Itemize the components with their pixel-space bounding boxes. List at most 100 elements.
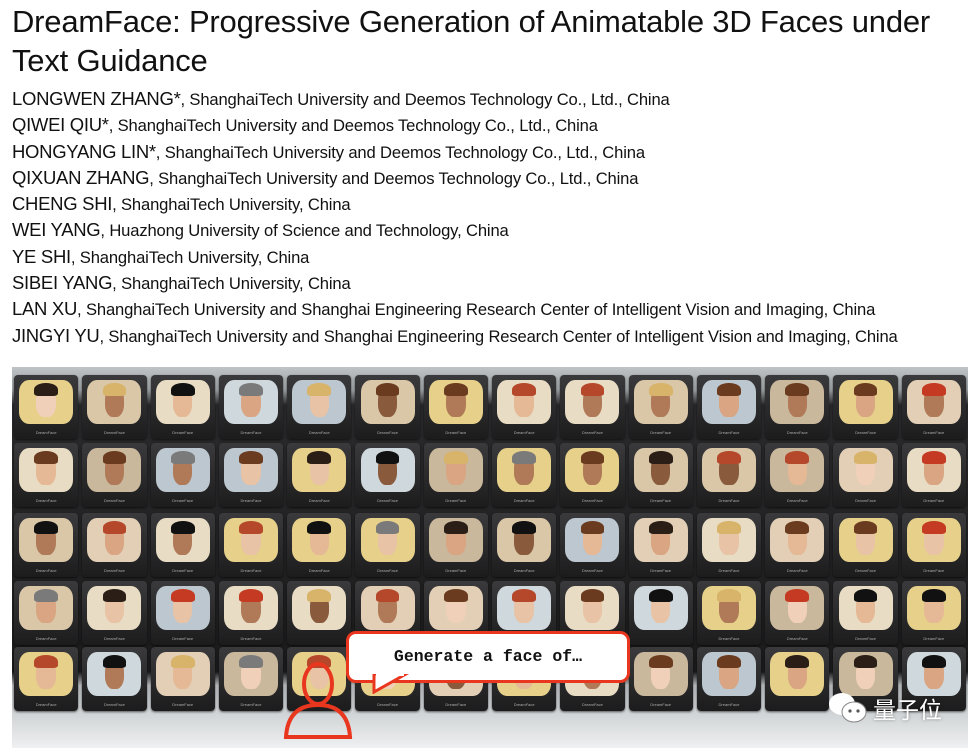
hair: [375, 450, 400, 464]
tv-screen: [497, 448, 552, 492]
tv-screen: [633, 518, 688, 562]
tv-label: DreamFace: [650, 568, 672, 574]
tv-monitor: DreamFace: [14, 375, 79, 439]
tv-label: DreamFace: [172, 498, 194, 504]
tv-label: DreamFace: [103, 702, 125, 708]
tv-monitor: DreamFace: [765, 581, 830, 645]
tv-monitor: DreamFace: [82, 375, 147, 439]
tv-screen: [87, 448, 142, 492]
tv-label: DreamFace: [923, 430, 945, 436]
author-affiliation: , ShanghaiTech University and Deemos Tec…: [155, 142, 645, 162]
hair: [239, 382, 263, 396]
tv-monitor: DreamFace: [82, 513, 147, 577]
hair: [648, 450, 673, 464]
tv-screen: [565, 380, 620, 424]
author-name: LAN XU: [12, 298, 78, 320]
hair: [785, 588, 810, 602]
tv-monitor: DreamFace: [423, 375, 488, 439]
tv-label: DreamFace: [786, 636, 808, 642]
tv-screen: [906, 586, 961, 630]
tv-label: DreamFace: [855, 430, 877, 436]
tv-label: DreamFace: [718, 430, 740, 436]
tv-monitor: DreamFace: [696, 375, 762, 439]
tv-screen: [838, 518, 893, 562]
tv-monitor: DreamFace: [14, 513, 79, 577]
tv-screen: [19, 652, 74, 696]
tv-screen: [19, 380, 74, 424]
tv-screen: [838, 586, 893, 630]
hair: [375, 520, 400, 534]
hair: [307, 450, 332, 464]
tv-monitor: DreamFace: [765, 513, 830, 577]
tv-monitor: [765, 647, 830, 711]
tv-label: DreamFace: [172, 430, 194, 436]
author-affiliation: , ShanghaiTech University, China: [112, 274, 351, 294]
hair: [307, 588, 332, 602]
tv-label: DreamFace: [581, 430, 603, 436]
tv-label: DreamFace: [240, 702, 262, 708]
tv-monitor: DreamFace: [14, 647, 79, 711]
speech-bubble-tail: [372, 674, 410, 694]
hair: [512, 520, 536, 534]
tv-monitor: DreamFace: [82, 443, 147, 507]
tv-monitor: DreamFace: [628, 375, 693, 439]
tv-screen: [906, 518, 961, 562]
tv-screen: [906, 380, 961, 424]
tv-monitor: DreamFace: [765, 443, 830, 507]
hair: [580, 520, 605, 534]
tv-screen: [838, 448, 893, 492]
tv-monitor: DreamFace: [628, 513, 693, 577]
tv-monitor: DreamFace: [287, 443, 352, 507]
author-name: YE SHI: [12, 245, 71, 267]
tv-label: DreamFace: [650, 702, 672, 708]
hair: [921, 588, 946, 602]
author-name: CHENG SHI: [12, 193, 113, 215]
paper-title: DreamFace: Progressive Generation of Ani…: [12, 4, 931, 78]
author-name: QIXUAN ZHANG: [12, 166, 150, 188]
hair: [102, 654, 127, 668]
hair: [34, 588, 58, 602]
tv-screen: [770, 448, 825, 492]
tv-screen: [223, 652, 278, 696]
hair: [853, 450, 878, 464]
tv-screen: [360, 380, 415, 424]
tv-screen: [19, 518, 74, 562]
tv-label: DreamFace: [240, 568, 262, 574]
tv-screen: [701, 586, 756, 630]
hair: [921, 520, 946, 534]
tv-screen: [497, 380, 552, 424]
tv-monitor: DreamFace: [150, 375, 215, 439]
author-name: QIWEI QIU*: [12, 114, 109, 136]
hair: [34, 520, 58, 534]
tv-screen: [701, 652, 756, 696]
hair: [102, 588, 127, 602]
hair: [239, 520, 263, 534]
tv-label: DreamFace: [718, 702, 740, 708]
tv-label: DreamFace: [35, 702, 57, 708]
tv-screen: [360, 586, 415, 630]
author-line: SIBEI YANG, ShanghaiTech University, Chi…: [12, 270, 972, 296]
hair: [648, 382, 673, 396]
tv-monitor: DreamFace: [560, 443, 625, 507]
tv-screen: [770, 380, 825, 424]
tv-monitor: DreamFace: [492, 443, 557, 507]
hair: [170, 450, 195, 464]
tv-screen: [906, 448, 961, 492]
tv-label: DreamFace: [855, 568, 877, 574]
tv-label: DreamFace: [103, 568, 125, 574]
tv-label: DreamFace: [786, 498, 808, 504]
author-affiliation: , ShanghaiTech University and Shanghai E…: [99, 326, 898, 346]
tv-screen: [428, 586, 483, 630]
tv-monitor: DreamFace: [287, 375, 352, 439]
tv-monitor: DreamFace: [150, 513, 215, 577]
tv-monitor: DreamFace: [833, 443, 898, 507]
tv-monitor: DreamFace: [696, 647, 762, 711]
watermark: 量子位: [827, 691, 942, 725]
tv-label: DreamFace: [103, 498, 125, 504]
tv-screen: [838, 380, 893, 424]
tv-label: DreamFace: [377, 568, 399, 574]
tv-monitor: DreamFace: [355, 513, 420, 577]
tv-monitor: DreamFace: [901, 375, 966, 439]
author-line: LONGWEN ZHANG*, ShanghaiTech University …: [12, 86, 972, 112]
tv-label: DreamFace: [172, 702, 194, 708]
